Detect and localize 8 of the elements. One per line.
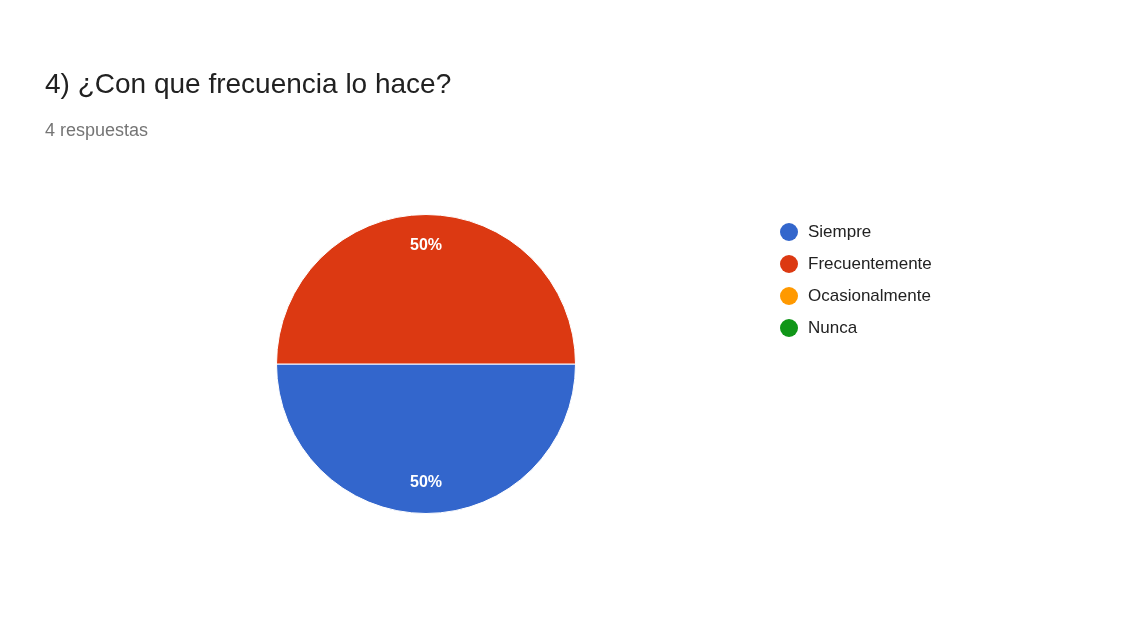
legend-label: Nunca	[808, 318, 858, 338]
legend-label: Ocasionalmente	[808, 286, 931, 306]
legend-label: Siempre	[808, 222, 872, 242]
text: 4 respuestas	[45, 120, 149, 141]
data-label: 50%	[409, 472, 443, 490]
data-label: 50%	[409, 236, 443, 254]
legend-label: Frecuentemente	[808, 254, 932, 274]
chart-title: 4) ¿Con que frecuencia lo hace?	[45, 68, 452, 100]
